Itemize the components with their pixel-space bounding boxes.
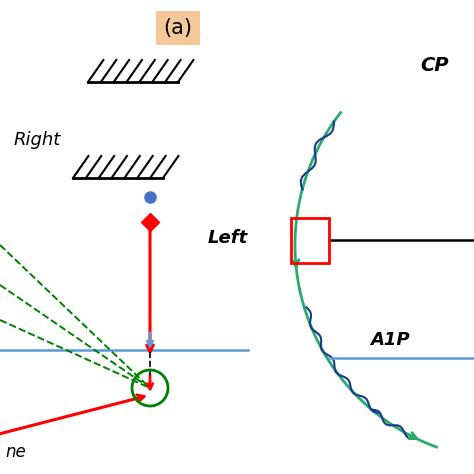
Bar: [291, 218, 329, 263]
Text: Left: Left: [208, 229, 248, 247]
Text: A1P: A1P: [370, 331, 410, 349]
Text: (a): (a): [164, 18, 192, 38]
Text: Right: Right: [14, 131, 61, 149]
Text: ne: ne: [5, 443, 26, 461]
Text: CP: CP: [420, 55, 448, 74]
